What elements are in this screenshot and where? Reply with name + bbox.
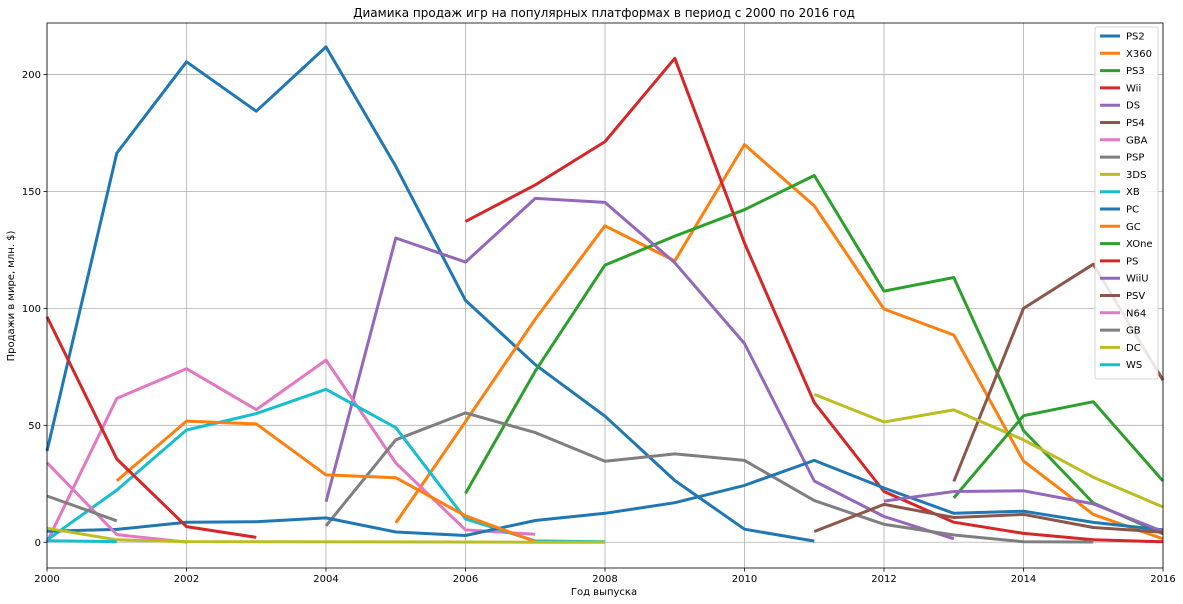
x-axis-label: Год выпуска [571, 587, 637, 598]
x-tick-label: 2000 [34, 574, 59, 585]
legend-label: PC [1126, 205, 1139, 216]
x-tick-label: 2004 [313, 574, 338, 585]
series-line-3ds [813, 393, 1164, 509]
series-line-x360 [394, 143, 1164, 541]
legend: PS2 X360 PS3 Wii DS PS4 GBA PSP 3DS XB PC GC XOne PS W… [1094, 26, 1159, 380]
legend-label: PS2 [1126, 32, 1145, 43]
y-tick-label: 50 [28, 421, 41, 432]
x-tick-label: 2010 [732, 574, 757, 585]
legend-label: GC [1126, 222, 1141, 233]
legend-label: PS4 [1126, 118, 1145, 129]
legend-label: GBA [1126, 135, 1148, 146]
series-line-wiiu [883, 489, 1164, 533]
legend-label: PS [1126, 256, 1138, 267]
grid-lines [46, 23, 1164, 568]
series-line-ps [45, 316, 257, 539]
x-tick-label: 2006 [453, 574, 478, 585]
legend-label: PSP [1126, 153, 1144, 164]
legend-label: DS [1126, 101, 1140, 112]
x-tick-label: 2012 [871, 574, 896, 585]
y-tick-label: 200 [22, 70, 41, 81]
legend-label: XB [1126, 187, 1140, 198]
legend-label: X360 [1126, 49, 1152, 60]
legend-label: Wii [1126, 83, 1141, 94]
tick-labels: 2000 2002 2004 2006 2008 2010 2012 2014 2016 0 50 1… [22, 70, 1176, 585]
series-line-pc [46, 458, 1164, 537]
y-tick-label: 100 [22, 304, 41, 315]
legend-label: PS3 [1126, 66, 1145, 77]
legend-label: DC [1126, 343, 1141, 354]
y-tick-label: 150 [22, 187, 41, 198]
series-line-ps2 [45, 45, 815, 543]
x-tick-label: 2014 [1011, 574, 1036, 585]
legend-label: N64 [1126, 308, 1146, 319]
legend-box [1094, 26, 1159, 380]
series-line-gb [46, 494, 118, 523]
legend-label: GB [1126, 326, 1141, 337]
x-tick-label: 2008 [592, 574, 617, 585]
series-line-ps3 [464, 174, 1164, 536]
x-tick-label: 2002 [174, 574, 199, 585]
x-tick-label: 2016 [1150, 574, 1175, 585]
y-tick-label: 0 [35, 538, 41, 549]
series-line-gc [115, 419, 536, 544]
series-line-psp [324, 411, 1094, 544]
series-lines [45, 45, 1165, 544]
series-line-xone [952, 400, 1165, 499]
series-line-dc [46, 526, 605, 544]
legend-label: WiiU [1126, 274, 1149, 285]
legend-label: 3DS [1126, 170, 1146, 181]
series-line-ds [324, 196, 955, 541]
legend-label: WS [1126, 360, 1142, 371]
series-line-wii [464, 56, 1164, 544]
chart-title: Диамика продаж игр на популярных платфор… [353, 6, 855, 20]
legend-label: PSV [1126, 291, 1145, 302]
series-line-psv [813, 502, 1164, 534]
series-line-ws [46, 539, 117, 544]
y-axis-label: Продажи в мире, млн. $) [6, 231, 17, 362]
legend-label: XOne [1126, 239, 1153, 250]
series-line-gba [45, 358, 536, 543]
